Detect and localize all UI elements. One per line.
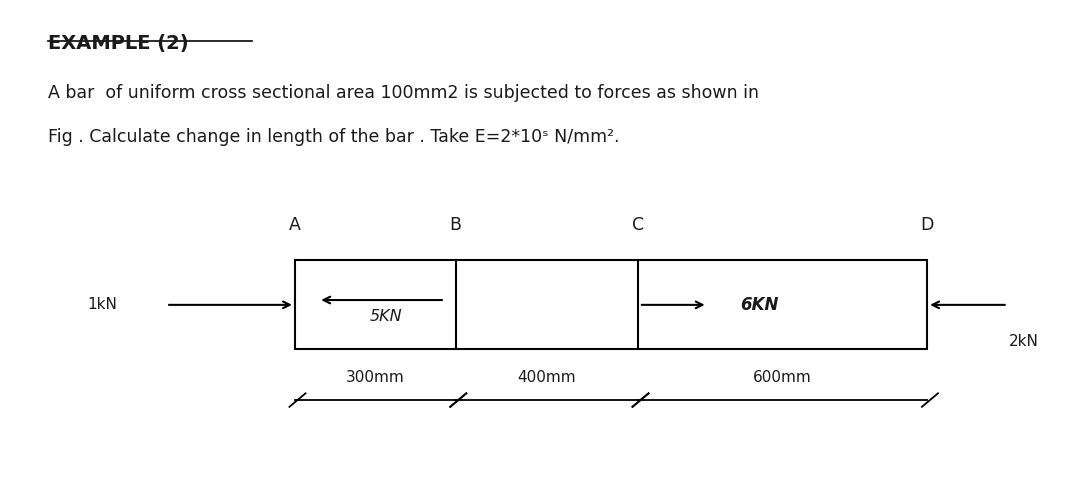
Text: EXAMPLE (2): EXAMPLE (2) — [48, 34, 189, 53]
Text: A bar  of uniform cross sectional area 100mm2 is subjected to forces as shown in: A bar of uniform cross sectional area 10… — [48, 84, 759, 102]
Text: 6KN: 6KN — [740, 296, 778, 314]
Text: 300mm: 300mm — [346, 370, 404, 385]
Text: 2kN: 2kN — [1009, 334, 1039, 348]
Text: D: D — [921, 216, 934, 234]
Text: 1kN: 1kN — [87, 297, 117, 312]
Text: Fig . Calculate change in length of the bar . Take E=2*10ˢ N/mm².: Fig . Calculate change in length of the … — [48, 128, 620, 146]
Text: B: B — [449, 216, 462, 234]
Text: 400mm: 400mm — [518, 370, 576, 385]
Bar — [295, 260, 927, 349]
Text: 5KN: 5KN — [370, 309, 402, 324]
Text: C: C — [631, 216, 644, 234]
Text: A: A — [288, 216, 301, 234]
Text: 600mm: 600mm — [754, 370, 812, 385]
